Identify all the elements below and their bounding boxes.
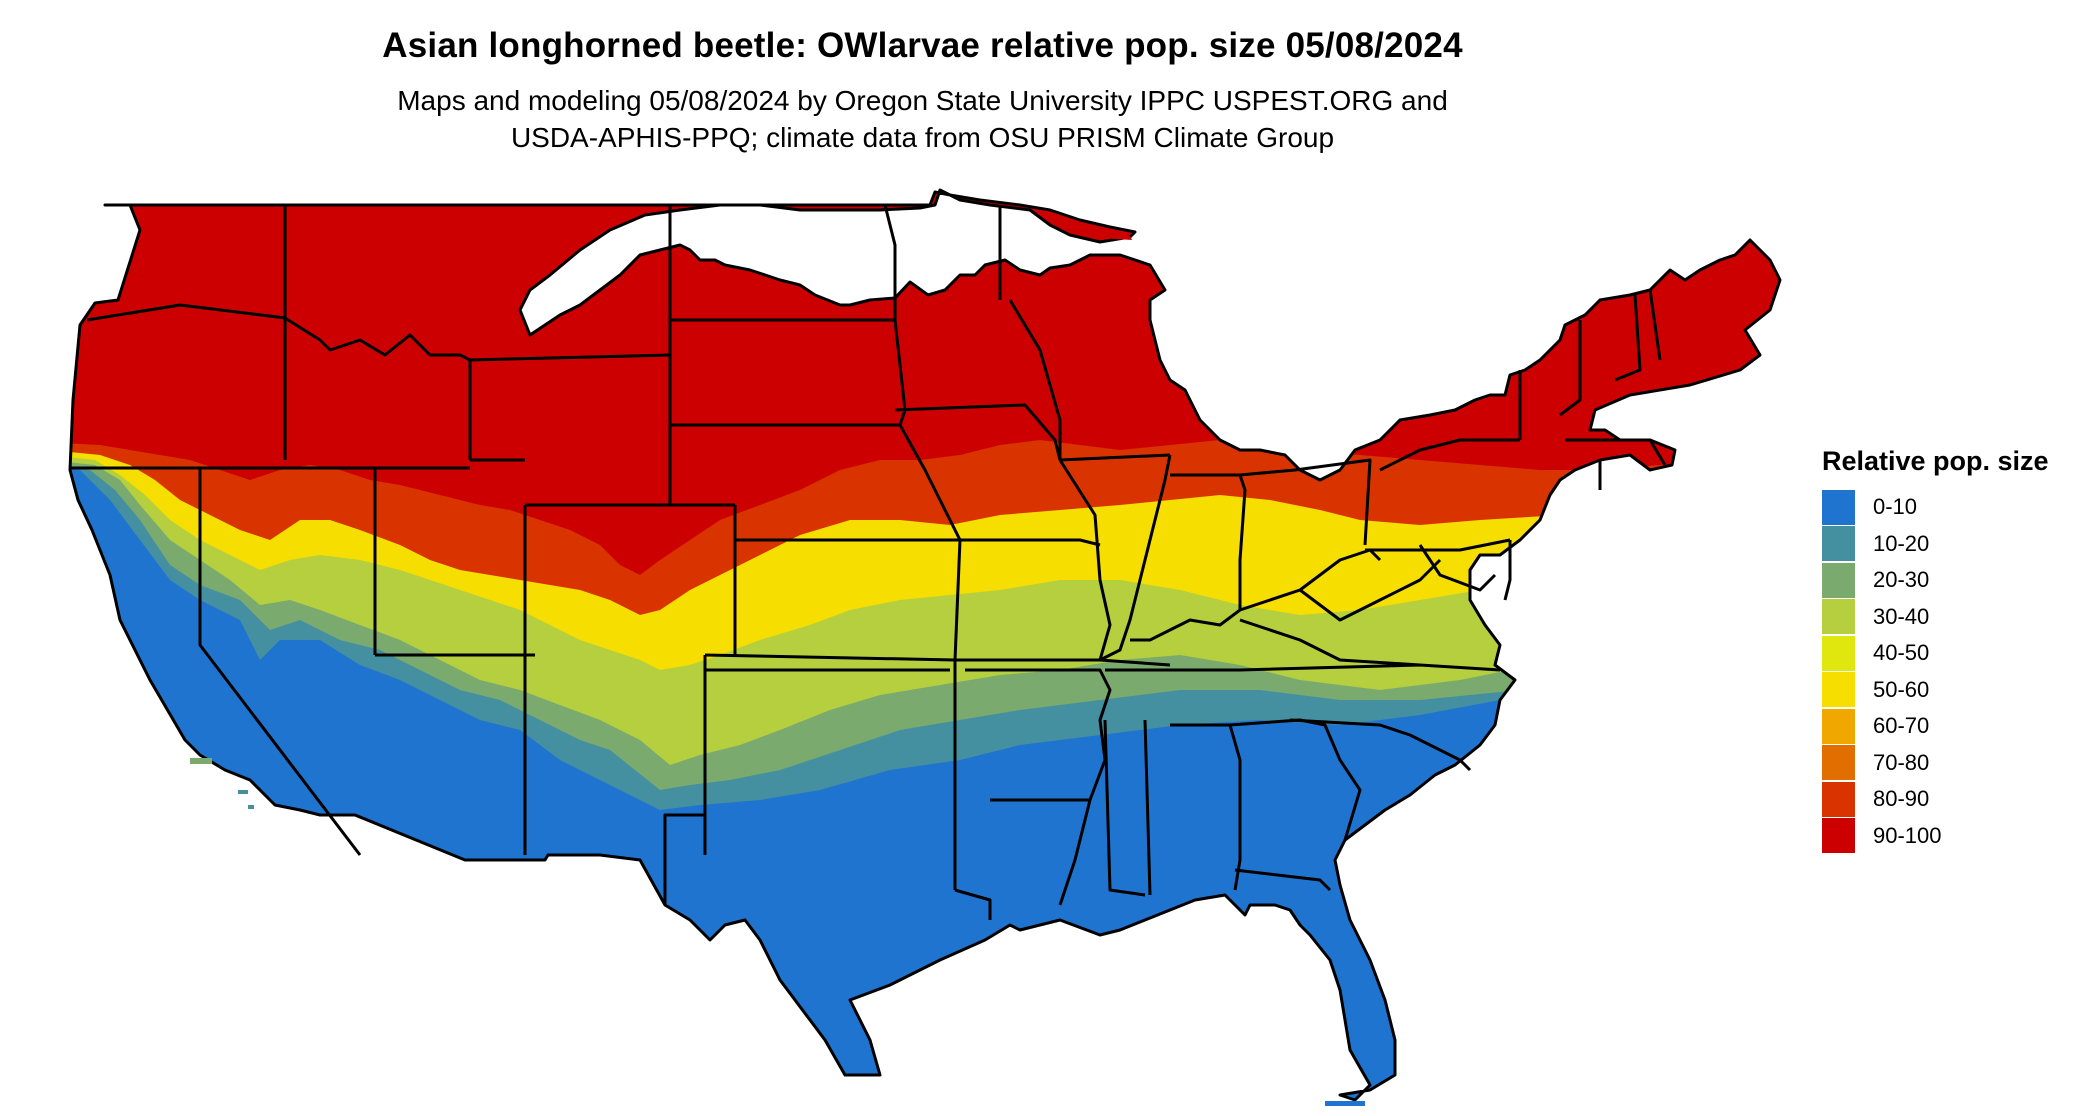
legend-swatch [1822, 599, 1855, 635]
legend: Relative pop. size 0-10 10-20 20-30 30-40 40… [1822, 446, 2072, 854]
map-subtitle-line2: USDA-APHIS-PPQ; climate data from OSU PR… [510, 122, 1335, 153]
legend-swatch [1822, 635, 1855, 671]
legend-item: 0-10 [1822, 489, 2072, 526]
legend-item: 30-40 [1822, 599, 2072, 636]
legend-label: 20-30 [1873, 567, 1930, 593]
legend-swatch [1822, 708, 1855, 744]
legend-items: 0-10 10-20 20-30 30-40 40-50 50-60 60-70 70-80 8… [1822, 489, 2072, 854]
legend-label: 10-20 [1873, 530, 1930, 556]
legend-item: 20-30 [1822, 562, 2072, 599]
map-title: Asian longhorned beetle: OWlarvae relati… [382, 26, 1463, 65]
legend-item: 70-80 [1822, 745, 2072, 782]
legend-label: 0-10 [1873, 494, 1918, 520]
coastal-islands [190, 232, 1365, 1106]
legend-swatch [1822, 745, 1855, 781]
legend-label: 50-60 [1873, 676, 1930, 702]
legend-label: 90-100 [1873, 822, 1942, 848]
legend-swatch [1822, 672, 1855, 708]
legend-swatch [1822, 781, 1855, 817]
legend-label: 70-80 [1873, 749, 1930, 775]
legend-swatch [1822, 818, 1855, 854]
legend-label: 30-40 [1873, 603, 1930, 629]
legend-label: 60-70 [1873, 713, 1930, 739]
legend-item: 60-70 [1822, 708, 2072, 745]
legend-item: 50-60 [1822, 672, 2072, 709]
legend-title: Relative pop. size [1822, 446, 2049, 476]
legend-item: 40-50 [1822, 635, 2072, 672]
legend-swatch [1822, 526, 1855, 562]
legend-label: 80-90 [1873, 786, 1930, 812]
population-bands [70, 190, 1780, 1100]
legend-item: 90-100 [1822, 818, 2072, 855]
legend-item: 10-20 [1822, 526, 2072, 563]
legend-swatch [1822, 489, 1855, 525]
legend-item: 80-90 [1822, 781, 2072, 818]
legend-swatch [1822, 562, 1855, 598]
state-borders [68, 188, 1782, 1102]
legend-label: 40-50 [1873, 640, 1930, 666]
map-subtitle-line1: Maps and modeling 05/08/2024 by Oregon S… [397, 85, 1448, 116]
